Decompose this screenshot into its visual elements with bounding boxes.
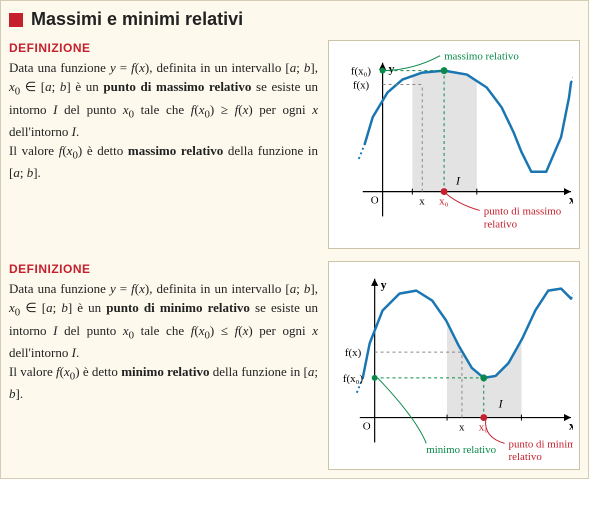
svg-text:x: x [419,195,425,207]
definition-paragraph: Data una funzione y = f(x), definita in … [9,59,318,182]
svg-text:relativo: relativo [509,451,543,463]
definition-text-min: DEFINIZIONE Data una funzione y = f(x), … [9,261,318,470]
svg-text:punto di minimo: punto di minimo [509,438,573,450]
definition-paragraph: Data una funzione y = f(x), definita in … [9,280,318,403]
svg-text:x: x [569,193,573,207]
graph-min: xyOf(x₀)f(x)xx₀Iminimo relativopunto di … [335,268,573,463]
definition-label: DEFINIZIONE [9,40,318,57]
graph-box-max: xyOf(x₀)f(x)xx₀Imassimo relativopunto di… [328,40,580,249]
title-row: Massimi e minimi relativi [9,9,580,30]
page-container: Massimi e minimi relativi DEFINIZIONE Da… [0,0,589,479]
svg-text:f(x): f(x) [353,79,370,91]
svg-text:x₀: x₀ [479,421,488,433]
svg-text:O: O [371,195,379,207]
svg-text:f(x₀): f(x₀) [343,373,363,385]
title-bullet [9,13,23,27]
svg-text:y: y [389,62,395,76]
definition-box-min: DEFINIZIONE Data una funzione y = f(x), … [9,261,580,470]
svg-text:x: x [569,418,573,432]
svg-text:f(x₀): f(x₀) [351,66,371,78]
svg-text:O: O [363,420,371,432]
svg-text:massimo relativo: massimo relativo [444,51,519,63]
svg-text:relativo: relativo [484,218,518,230]
definition-label: DEFINIZIONE [9,261,318,278]
definition-text-max: DEFINIZIONE Data una funzione y = f(x), … [9,40,318,249]
graph-max: xyOf(x₀)f(x)xx₀Imassimo relativopunto di… [335,47,573,242]
page-title: Massimi e minimi relativi [31,9,243,30]
svg-text:x₀: x₀ [439,195,448,207]
svg-text:y: y [381,278,387,292]
definition-box-max: DEFINIZIONE Data una funzione y = f(x), … [9,40,580,249]
svg-text:f(x): f(x) [345,347,362,359]
svg-text:minimo relativo: minimo relativo [426,444,496,456]
svg-text:x: x [459,421,465,433]
graph-box-min: xyOf(x₀)f(x)xx₀Iminimo relativopunto di … [328,261,580,470]
svg-text:punto di massimo: punto di massimo [484,205,562,217]
